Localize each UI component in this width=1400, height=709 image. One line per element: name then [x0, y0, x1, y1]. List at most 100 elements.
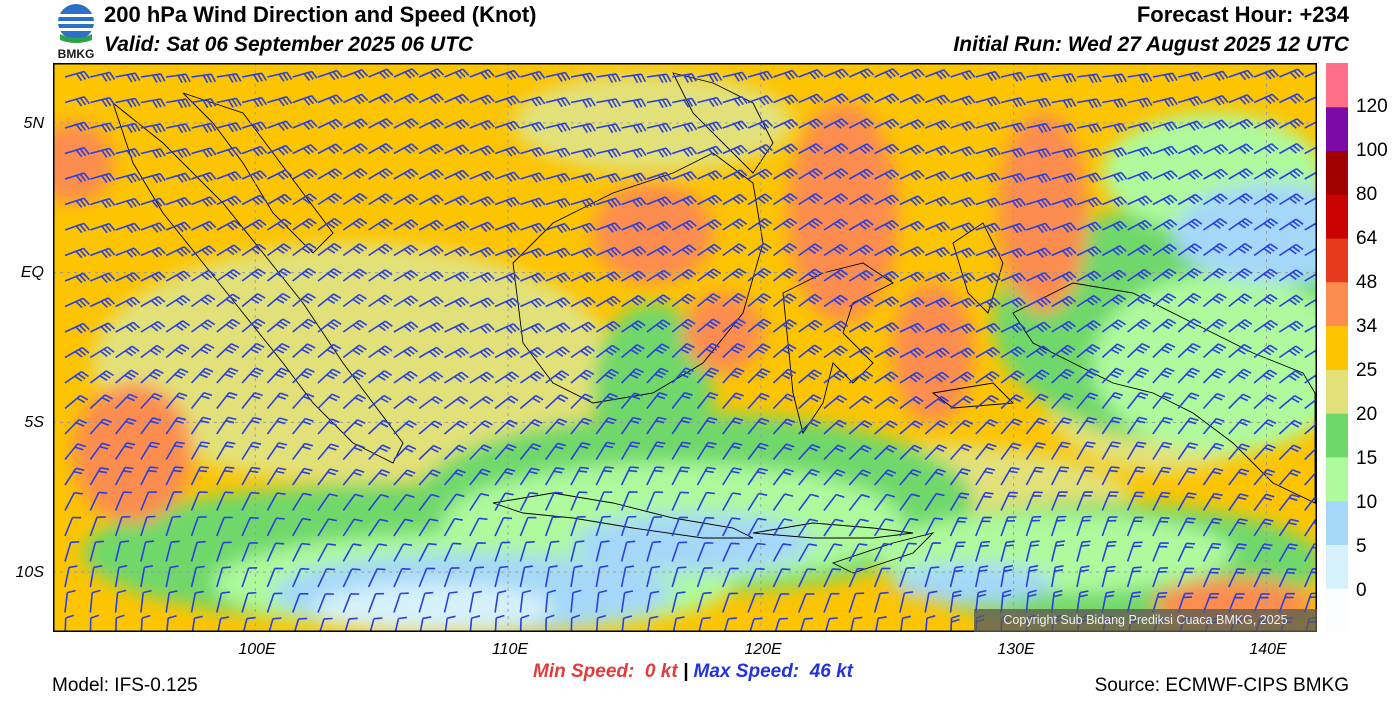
wind-barb: [747, 417, 770, 435]
wind-barb: [241, 170, 267, 181]
wind-barb: [1228, 217, 1253, 231]
wind-barb: [292, 318, 317, 333]
wind-barb: [773, 69, 799, 81]
wind-barb: [191, 269, 216, 282]
wind-barb: [1000, 540, 1015, 562]
wind-barb: [1152, 96, 1178, 108]
wind-barb: [1101, 220, 1128, 232]
wind-barb: [924, 145, 951, 156]
wind-barb: [798, 168, 823, 180]
wind-barb: [418, 143, 444, 155]
wind-barb: [1152, 441, 1173, 460]
wind-barb: [469, 145, 495, 156]
wind-barb: [140, 271, 166, 283]
wind-barb: [1101, 294, 1127, 308]
wind-barb: [1177, 567, 1195, 588]
wind-barb: [1152, 567, 1169, 588]
wind-barb: [1202, 392, 1226, 410]
wind-barb: [1076, 392, 1099, 410]
wind-barb: [292, 193, 317, 206]
wind-barb: [165, 416, 187, 435]
wind-barb: [545, 97, 571, 108]
wind-barb: [368, 243, 393, 257]
wind-barb: [747, 193, 773, 206]
wind-barb: [1203, 193, 1228, 206]
wind-barb: [722, 218, 747, 231]
wind-barb: [1253, 419, 1277, 435]
colorbar-label: 0: [1356, 580, 1367, 601]
wind-barb: [1025, 369, 1050, 384]
wind-barb: [545, 272, 571, 284]
wind-barb: [1051, 344, 1076, 359]
wind-barb: [1202, 343, 1227, 359]
wind-barb: [342, 168, 368, 180]
wind-barb: [342, 268, 368, 282]
wind-barb: [798, 193, 823, 206]
wind-barb: [342, 93, 369, 105]
wind-barb: [241, 542, 258, 562]
wind-barb: [1279, 143, 1304, 155]
wind-barb: [469, 444, 492, 461]
wind-barb: [64, 96, 90, 107]
wind-barb: [1051, 441, 1071, 460]
wind-barb: [848, 295, 874, 308]
wind-barb: [595, 344, 620, 359]
wind-barb: [646, 319, 671, 333]
wind-barb: [798, 394, 822, 410]
wind-barb: [874, 245, 900, 257]
wind-barb: [115, 222, 141, 234]
wind-barb: [874, 169, 900, 180]
wind-barb: [722, 367, 745, 384]
wind-barb: [595, 565, 609, 588]
wind-barb: [494, 323, 520, 334]
wind-barb: [950, 146, 976, 157]
wind-barb: [1304, 196, 1317, 206]
wind-barb: [241, 293, 266, 308]
wind-barb: [519, 565, 533, 588]
wind-barb: [216, 171, 242, 182]
wind-barb: [190, 491, 208, 511]
min-speed-label: Min Speed:: [533, 661, 635, 682]
wind-barb: [975, 96, 1001, 107]
wind-barb: [671, 318, 696, 333]
wind-barb: [469, 395, 494, 410]
wind-barb: [393, 93, 419, 104]
wind-barb: [924, 196, 951, 207]
wind-barb: [494, 146, 521, 157]
wind-barb: [469, 615, 481, 632]
wind-barb: [1076, 245, 1102, 257]
wind-barb: [217, 616, 230, 632]
wind-barb: [115, 247, 141, 258]
wind-barb: [1228, 268, 1253, 282]
wind-barb: [418, 118, 444, 130]
wind-barb: [166, 123, 191, 134]
wind-barb: [115, 97, 141, 108]
wind-barb: [292, 392, 315, 410]
wind-barb: [570, 197, 596, 209]
wind-barb: [140, 222, 166, 233]
wind-barb: [646, 343, 670, 359]
wind-barb: [368, 193, 393, 206]
wind-barb: [773, 118, 799, 130]
wind-barb: [443, 591, 458, 613]
wind-barb: [367, 493, 390, 511]
wind-barb: [924, 347, 950, 359]
wind-barb: [140, 73, 166, 83]
wind-barb: [344, 617, 358, 632]
wind-barb: [393, 321, 419, 333]
wind-barb: [165, 295, 191, 308]
wind-barb: [697, 72, 723, 83]
wind-barb: [342, 118, 368, 129]
wind-barb: [924, 517, 943, 537]
forecast-hour: Forecast Hour: +234: [1136, 2, 1349, 27]
wind-barb: [570, 369, 595, 384]
wind-barb: [342, 319, 368, 333]
wind-barb: [570, 122, 596, 134]
wind-barb: [924, 371, 950, 384]
wind-barb: [190, 416, 212, 435]
wind-barb: [494, 69, 521, 81]
wind-barb: [444, 396, 469, 410]
wind-barb: [317, 94, 343, 105]
wind-barb: [1202, 368, 1226, 384]
wind-barb: [191, 147, 217, 158]
